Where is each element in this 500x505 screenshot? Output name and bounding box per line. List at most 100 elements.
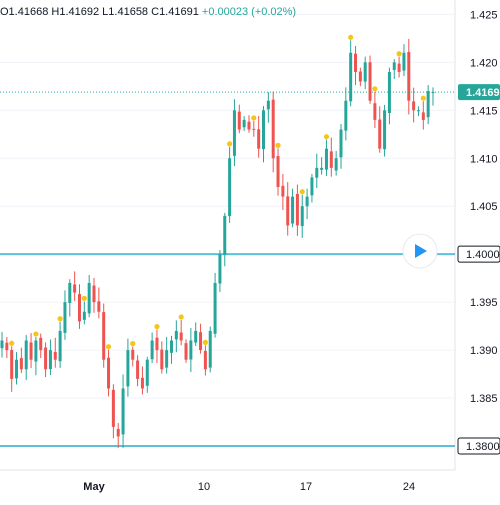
marker-dot (57, 316, 63, 322)
candle-body (34, 340, 38, 362)
candle-body (131, 349, 135, 360)
candle-body (232, 110, 236, 156)
candle-body (315, 167, 319, 178)
candle-body (44, 347, 48, 370)
x-axis: May 10 17 24 (83, 481, 415, 493)
candle-body (397, 63, 401, 72)
candle-body (300, 206, 304, 227)
candle-body (218, 254, 222, 284)
marker-dot (299, 189, 305, 195)
last-price-label: 1.4169 (466, 87, 500, 99)
candle-body (0, 340, 4, 349)
candle-body (416, 110, 420, 112)
price-scale-background (455, 0, 500, 470)
candle-body (155, 337, 159, 351)
marker-dot (251, 115, 257, 121)
marker-dot (105, 344, 112, 350)
y-grid (0, 13, 455, 447)
marker-dot (154, 323, 160, 330)
horizontal-line-label: 1.4000 (466, 249, 500, 261)
play-icon (415, 244, 427, 258)
candle-body (387, 71, 391, 113)
candle-body (324, 148, 328, 170)
candle-body (87, 282, 91, 314)
candle-body (184, 343, 188, 360)
candle-body (58, 330, 62, 362)
y-tick-label: 1.390 (470, 345, 498, 357)
candle-body (276, 156, 280, 188)
candle-body (199, 332, 203, 351)
marker-dot (202, 339, 208, 346)
candle-body (116, 428, 120, 437)
candle-body (310, 177, 314, 196)
marker-dot (372, 86, 378, 92)
candle-body (10, 350, 14, 379)
candle-body (174, 330, 178, 340)
play-button[interactable] (402, 233, 438, 269)
marker-dot (81, 295, 87, 301)
candle-body (247, 121, 251, 130)
marker-dot (33, 331, 39, 337)
candle-body (354, 53, 358, 72)
candle-body (107, 357, 111, 389)
candle-body (407, 52, 411, 101)
horizontal-lines[interactable] (0, 253, 455, 448)
marker-dot (130, 341, 136, 347)
candle-body (165, 350, 169, 368)
candle-body (121, 388, 125, 435)
candle-body (29, 342, 33, 360)
candle-body (392, 62, 396, 70)
candle-body (242, 119, 246, 128)
candle-body (421, 112, 425, 120)
candle-body (73, 284, 77, 293)
candle-body (237, 111, 241, 130)
candle-body (295, 193, 299, 226)
candle-body (378, 119, 382, 149)
candle-body (373, 103, 377, 120)
candle-body (291, 196, 295, 224)
candle-body (262, 110, 266, 150)
marker-dot (420, 95, 426, 101)
candle-body (194, 330, 198, 343)
candle-body (160, 349, 164, 370)
candle-body (228, 158, 232, 217)
candles (0, 38, 435, 449)
x-tick-label: 10 (198, 481, 210, 493)
candle-body (426, 91, 430, 118)
candle-body (15, 359, 19, 379)
candle-body (24, 340, 28, 370)
ohlc-open: O1.41668 (0, 6, 49, 18)
horizontal-line-label: 1.3800 (466, 441, 500, 453)
ohlc-change: +0.00023 (+0.02%) (201, 6, 297, 18)
candle-body (213, 282, 217, 334)
candle-body (305, 196, 309, 207)
ohlc-legend: O1.41668 H1.41692 L1.41658 C1.41691 +0.0… (0, 6, 296, 18)
candle-body (5, 342, 9, 351)
candle-body (19, 358, 23, 370)
horizontal-line-label-box (457, 245, 500, 263)
price-labels: 1.4000 1.3800 1.4169 (457, 84, 500, 455)
candle-body (368, 62, 372, 101)
y-tick-label: 1.415 (470, 105, 498, 117)
candle-body (92, 285, 96, 303)
candle-body (48, 350, 52, 369)
candle-body (179, 332, 183, 341)
candle-body (169, 340, 173, 353)
marker-dot (348, 34, 354, 40)
candle-body (63, 302, 67, 333)
y-tick-label: 1.405 (470, 201, 498, 213)
candle-body (111, 389, 115, 427)
candle-body (53, 351, 57, 360)
y-tick-label: 1.420 (470, 57, 498, 69)
x-tick-label: 17 (300, 481, 312, 493)
candle-body (281, 185, 285, 197)
candle-body (329, 151, 333, 168)
candle-body (271, 99, 275, 159)
candle-body (82, 311, 86, 320)
y-tick-label: 1.385 (470, 393, 498, 405)
candle-body (102, 312, 106, 360)
candle-body (286, 196, 290, 226)
candle-body (320, 167, 324, 170)
